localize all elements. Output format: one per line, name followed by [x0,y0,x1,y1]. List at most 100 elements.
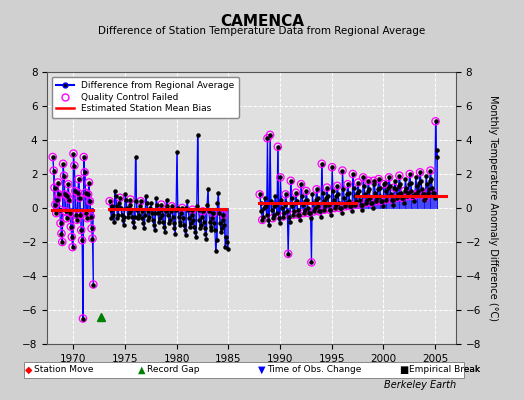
Point [289,212,298,218]
Point [298,193,306,199]
Point [359,174,367,181]
Point [64,181,72,187]
Text: Time of Obs. Change: Time of Obs. Change [267,366,362,374]
Point [209,210,217,216]
Text: ▲: ▲ [138,365,145,375]
Point [389,201,398,208]
Point [169,220,178,226]
Point [82,210,91,216]
Point [355,188,363,194]
Point [88,225,96,232]
Point [219,212,227,218]
Point [168,203,176,210]
Point [162,196,171,203]
Point [76,212,84,218]
Point [132,198,140,204]
Point [70,162,79,169]
Point [69,244,77,250]
Point [200,225,209,232]
Point [259,213,267,220]
Point [137,208,146,214]
Point [121,191,129,198]
Point [187,220,195,226]
Point [124,213,132,220]
Point [212,247,220,254]
Point [433,147,442,153]
Point [258,217,267,223]
Point [69,244,77,250]
Point [208,215,216,222]
Point [179,215,187,222]
Point [392,195,401,201]
Point [407,179,415,186]
Point [113,203,121,210]
Point [63,193,72,199]
Point [117,212,126,218]
Point [81,169,89,176]
Point [410,198,418,204]
Point [372,198,380,204]
Point [297,181,305,187]
Point [256,191,264,198]
Point [270,203,279,210]
Point [145,213,154,220]
Point [401,176,410,182]
Point [203,201,211,208]
Point [79,315,87,322]
Point [400,188,409,194]
Point [419,191,427,198]
Point [385,174,393,181]
Point [159,218,167,225]
Point [336,205,345,211]
Point [58,239,67,245]
Point [404,190,412,196]
Point [213,200,222,206]
Point [417,178,425,184]
Point [382,196,390,203]
Legend: Difference from Regional Average, Quality Control Failed, Estimated Station Mean: Difference from Regional Average, Qualit… [52,76,239,118]
Point [408,193,417,199]
Point [426,167,434,174]
Point [125,201,134,208]
Point [64,181,72,187]
Point [431,118,440,124]
Point [221,244,230,250]
Point [318,160,326,167]
Point [150,227,159,233]
Point [74,176,83,182]
Point [332,193,341,199]
Point [81,190,90,196]
Point [288,203,297,210]
Point [421,195,430,201]
Point [295,212,303,218]
Point [300,210,308,216]
Point [284,251,292,257]
Point [157,201,166,208]
Point [177,210,185,216]
Point [354,179,362,186]
Point [304,205,312,211]
Y-axis label: Monthly Temperature Anomaly Difference (°C): Monthly Temperature Anomaly Difference (… [488,95,498,321]
Point [365,186,374,192]
Point [146,205,155,211]
Point [375,176,383,182]
Point [82,210,91,216]
Point [320,206,329,213]
Point [49,167,58,174]
Point [67,224,75,230]
Point [350,184,358,191]
Point [272,201,280,208]
Point [411,191,419,198]
Point [56,206,64,213]
Point [362,200,370,206]
Point [364,178,373,184]
Point [380,181,388,187]
Point [258,217,267,223]
Point [400,188,409,194]
Point [52,210,60,216]
Point [193,132,202,138]
Point [386,183,394,189]
Point [304,210,313,216]
Point [62,215,71,222]
Point [422,172,430,179]
